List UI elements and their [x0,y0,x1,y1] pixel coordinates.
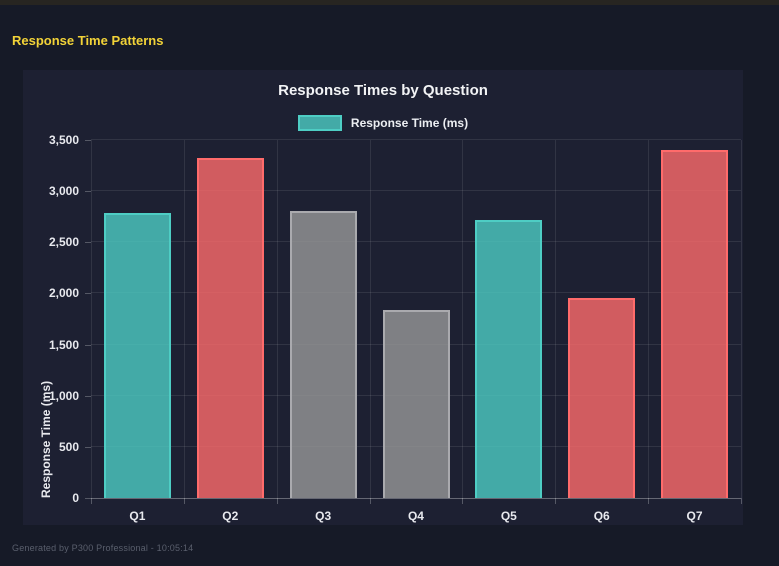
y-axis-tick [85,293,91,295]
bar-q7[interactable] [661,150,729,498]
x-tick-label-q2: Q2 [222,509,239,523]
gridline-x-7 [741,140,742,498]
gridline-x-0 [91,140,92,498]
x-axis-tick [91,498,92,504]
x-axis-tick [277,498,278,504]
y-axis-tick [85,395,91,397]
x-tick-label-q5: Q5 [500,509,517,523]
chart-legend-item[interactable]: Response Time (ms) [23,115,743,131]
legend-swatch [297,115,342,131]
x-axis-tick [462,498,463,504]
gridline-x-2 [277,140,278,498]
footer-text: Generated by P300 Professional - 10:05:1… [12,543,194,553]
gridline-y-2500 [91,241,741,243]
y-tick-label: 500 [58,439,79,454]
x-axis-tick [555,498,556,504]
y-tick-label: 3,500 [48,133,79,147]
bar-q2[interactable] [196,158,264,498]
y-axis-tick [85,446,91,448]
y-axis-tick [85,498,91,499]
gridline-y-0 [91,498,741,499]
x-tick-label-q7: Q7 [686,509,703,523]
gridline-y-3000 [91,190,741,192]
gridline-x-1 [184,140,185,498]
chart-title: Response Times by Question [278,82,488,99]
y-axis-tick [85,242,91,244]
x-axis-tick [741,498,742,504]
y-axis-tick [85,191,91,193]
y-axis-tick [85,344,91,346]
gridline-y-3500 [91,139,741,140]
gridline-x-5 [555,140,556,498]
bar-q6[interactable] [568,298,636,498]
gridline-x-4 [462,140,463,498]
x-tick-label-q3: Q3 [315,509,332,523]
x-axis-tick [370,498,371,504]
bar-q1[interactable] [103,212,171,498]
x-tick-label-q4: Q4 [407,509,424,523]
y-tick-label: 1,000 [48,388,79,403]
plot-area: Response Time (ms) 0 500 1,000 1,500 2,000 2,… [39,133,742,523]
y-tick-label: 0 [72,491,79,505]
x-tick-label-q1: Q1 [129,509,146,523]
y-tick-label: 2,500 [48,235,79,250]
page-title: Response Time Patterns [12,33,164,48]
gridline-y-2000 [91,292,741,294]
top-bar [0,0,779,5]
y-tick-label: 1,500 [48,337,79,352]
chart-panel: Response Times by Question Response Time… [23,70,743,525]
x-axis-tick [648,498,649,504]
bar-q4[interactable] [382,309,450,498]
y-tick-label: 2,000 [48,286,79,301]
x-tick-label-q6: Q6 [593,509,610,523]
bar-q5[interactable] [475,219,543,498]
y-tick-label: 3,000 [48,184,79,199]
bar-q3[interactable] [289,211,357,498]
gridline-x-3 [370,140,371,498]
gridline-x-6 [648,140,649,498]
x-axis-tick [184,498,185,504]
y-axis-tick [85,140,91,141]
legend-label: Response Time (ms) [350,116,469,130]
